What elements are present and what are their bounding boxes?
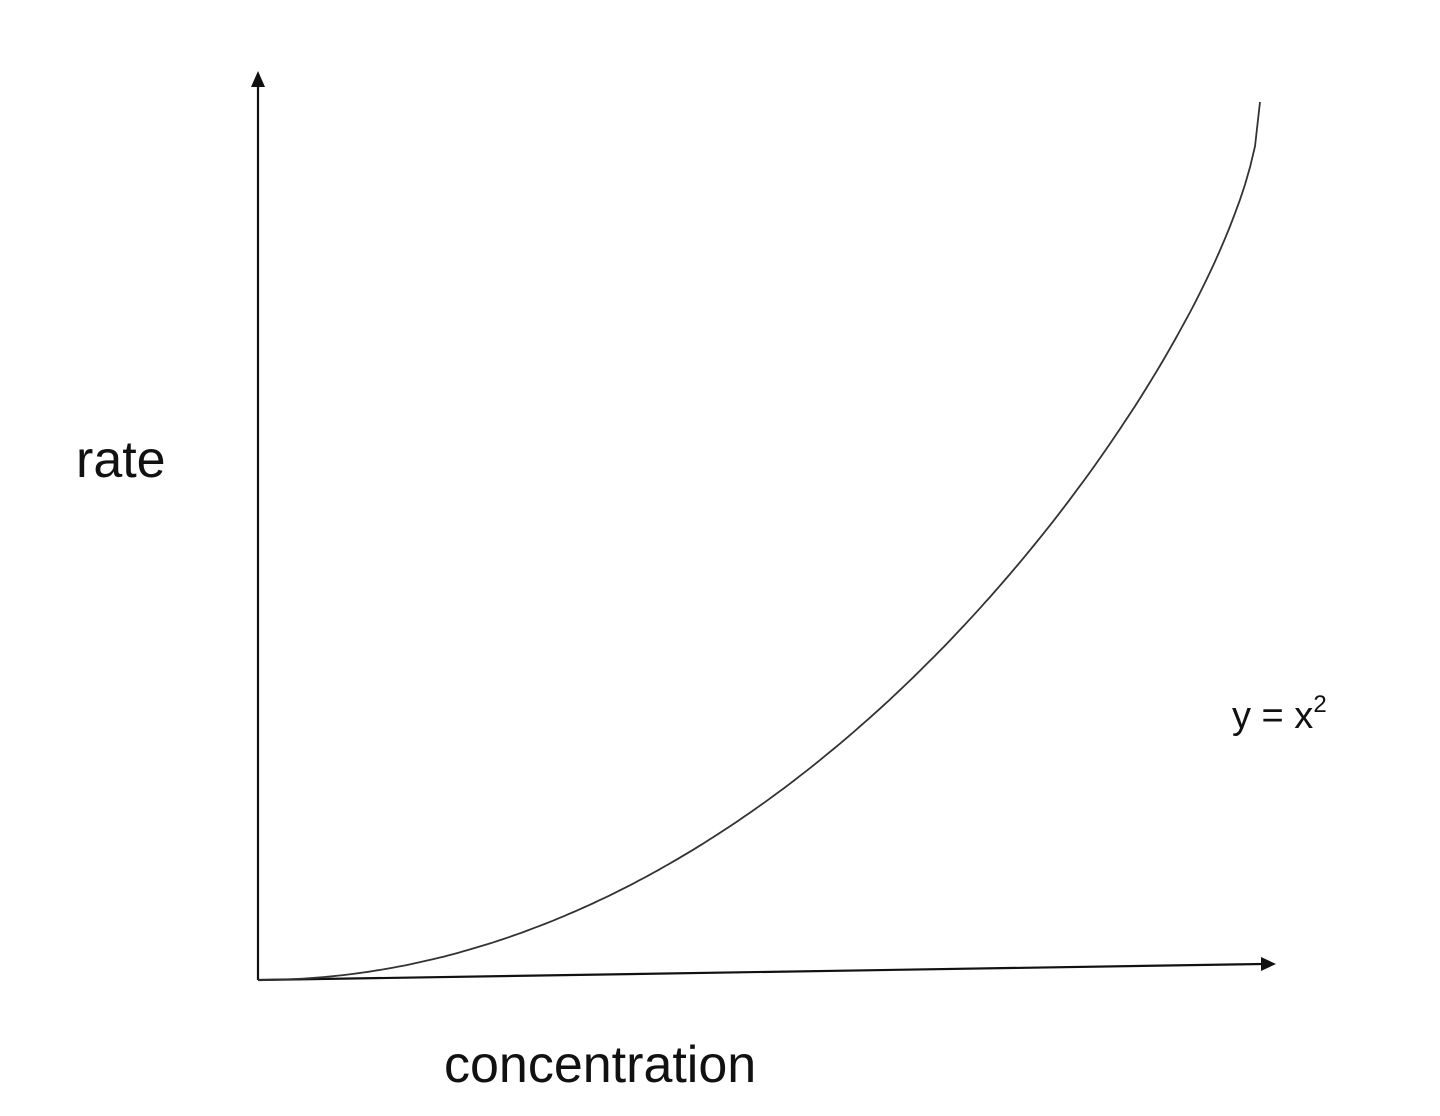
equation-text: y = x — [1232, 695, 1313, 737]
equation-annotation: y = x2 — [1232, 691, 1327, 737]
series-curve — [258, 101, 1261, 981]
x-axis-label: concentration — [444, 1036, 756, 1094]
x-axis — [257, 962, 1263, 982]
y-axis-label: rate — [76, 431, 166, 489]
equation-superscript: 2 — [1313, 691, 1326, 718]
y-axis-arrowhead — [251, 71, 265, 87]
x-axis-arrowhead — [1261, 957, 1276, 971]
